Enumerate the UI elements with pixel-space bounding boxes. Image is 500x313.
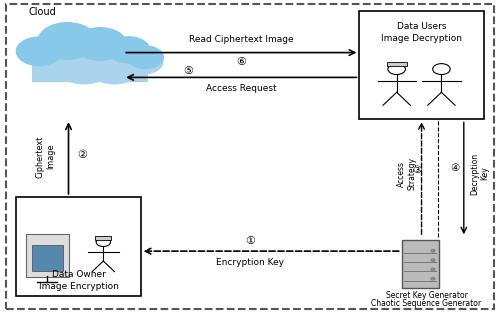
Text: Data Owner: Data Owner [52, 270, 106, 279]
Text: Access
Strategy: Access Strategy [397, 157, 416, 190]
Text: ⑥: ⑥ [236, 57, 246, 67]
Circle shape [431, 259, 435, 261]
Circle shape [432, 64, 450, 74]
Circle shape [53, 45, 114, 84]
Circle shape [38, 23, 96, 59]
Text: Ciphertext
Image: Ciphertext Image [36, 136, 55, 177]
Text: Image Encryption: Image Encryption [38, 282, 118, 291]
Circle shape [16, 37, 62, 65]
FancyBboxPatch shape [387, 62, 406, 66]
FancyBboxPatch shape [96, 237, 112, 240]
Circle shape [388, 64, 406, 74]
Text: ②: ② [77, 150, 87, 160]
Text: Access Request: Access Request [206, 85, 276, 93]
Text: Secret Key Generator: Secret Key Generator [386, 290, 468, 300]
FancyBboxPatch shape [402, 240, 439, 288]
FancyBboxPatch shape [16, 197, 140, 296]
Text: Data Users: Data Users [397, 22, 446, 31]
FancyBboxPatch shape [32, 64, 148, 82]
Text: ①: ① [245, 236, 255, 246]
FancyBboxPatch shape [26, 234, 68, 278]
Text: Encryption Key: Encryption Key [216, 258, 284, 267]
Circle shape [108, 37, 150, 63]
Circle shape [34, 48, 82, 79]
Circle shape [128, 46, 164, 69]
Text: Chaotic Sequence Generator: Chaotic Sequence Generator [372, 299, 482, 308]
Text: ⑤: ⑤ [183, 66, 193, 76]
Text: Image Decryption: Image Decryption [381, 34, 462, 43]
Text: Read Ciphertext Image: Read Ciphertext Image [188, 35, 294, 44]
FancyBboxPatch shape [360, 11, 484, 119]
Circle shape [86, 49, 143, 84]
Circle shape [123, 49, 163, 74]
FancyBboxPatch shape [32, 245, 62, 271]
Text: Cloud: Cloud [28, 7, 56, 17]
Text: ③: ③ [412, 166, 422, 176]
Text: ④: ④ [450, 163, 460, 173]
Text: Decryption
Key: Decryption Key [470, 152, 490, 195]
Circle shape [431, 278, 435, 280]
Circle shape [96, 238, 110, 247]
Circle shape [74, 28, 126, 60]
Circle shape [431, 249, 435, 252]
Circle shape [431, 268, 435, 271]
